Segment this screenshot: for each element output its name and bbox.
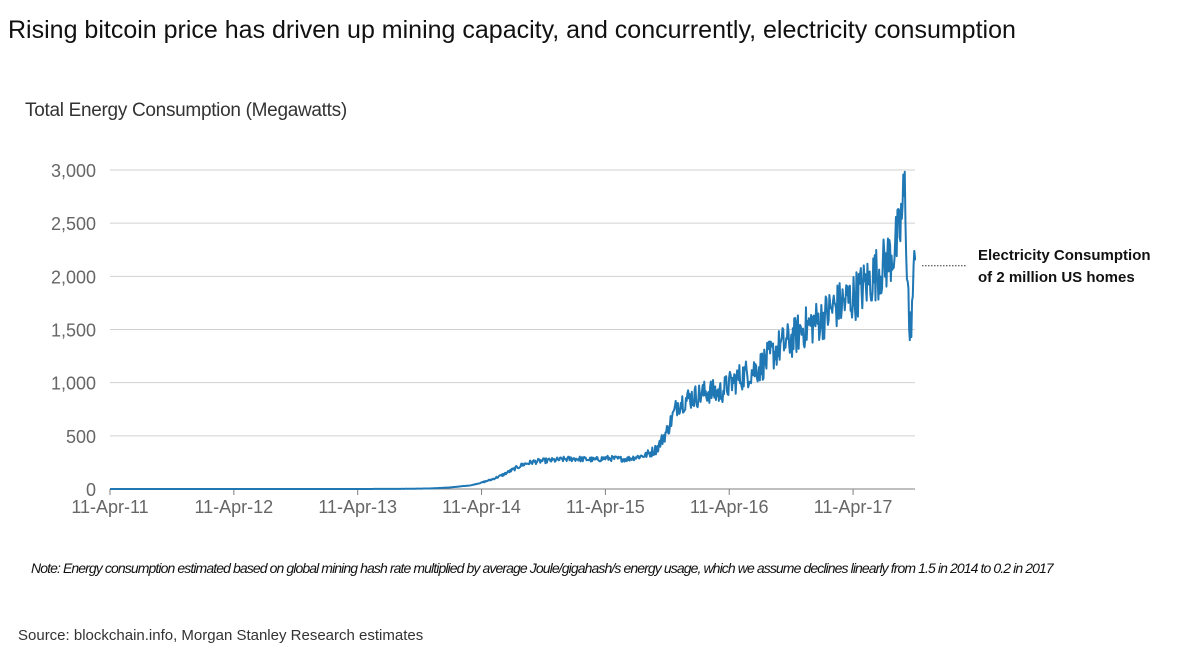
y-tick-label: 500 [66, 427, 96, 447]
x-tick-label: 11-Apr-14 [442, 497, 521, 517]
gridlines [110, 169, 915, 437]
y-tick-label: 0 [86, 480, 96, 500]
y-tick-label: 3,000 [51, 161, 96, 181]
chart-title: Rising bitcoin price has driven up minin… [8, 16, 1016, 44]
annotation-line-1: Electricity Consumption [978, 247, 1151, 264]
y-tick-label: 2,000 [51, 267, 96, 287]
x-tick-label: 11-Apr-17 [814, 497, 893, 517]
annotation-line-2: of 2 million US homes [978, 269, 1135, 286]
chart-note: Note: Energy consumption estimated based… [31, 560, 1054, 576]
x-tick-label: 11-Apr-13 [318, 497, 397, 517]
y-tick-label: 1,500 [51, 321, 96, 341]
y-tick-label: 1,000 [51, 374, 96, 394]
series-line-energy [109, 170, 916, 490]
axes: 0 500 1,000 1,500 2,000 2,500 3,000 11-Apr-11 11… [51, 161, 915, 517]
x-tick-label: 11-Apr-15 [566, 497, 645, 517]
y-axis-label: Total Energy Consumption (Megawatts) [25, 100, 347, 121]
x-tick-label: 11-Apr-12 [194, 497, 273, 517]
annotation-text: Electricity Consumption of 2 million US … [978, 245, 1151, 289]
x-tick-label: 11-Apr-16 [690, 497, 769, 517]
chart-source: Source: blockchain.info, Morgan Stanley … [18, 627, 424, 644]
y-tick-label: 2,500 [51, 214, 96, 234]
x-tick-label: 11-Apr-11 [71, 497, 148, 517]
series-layer [109, 170, 916, 490]
